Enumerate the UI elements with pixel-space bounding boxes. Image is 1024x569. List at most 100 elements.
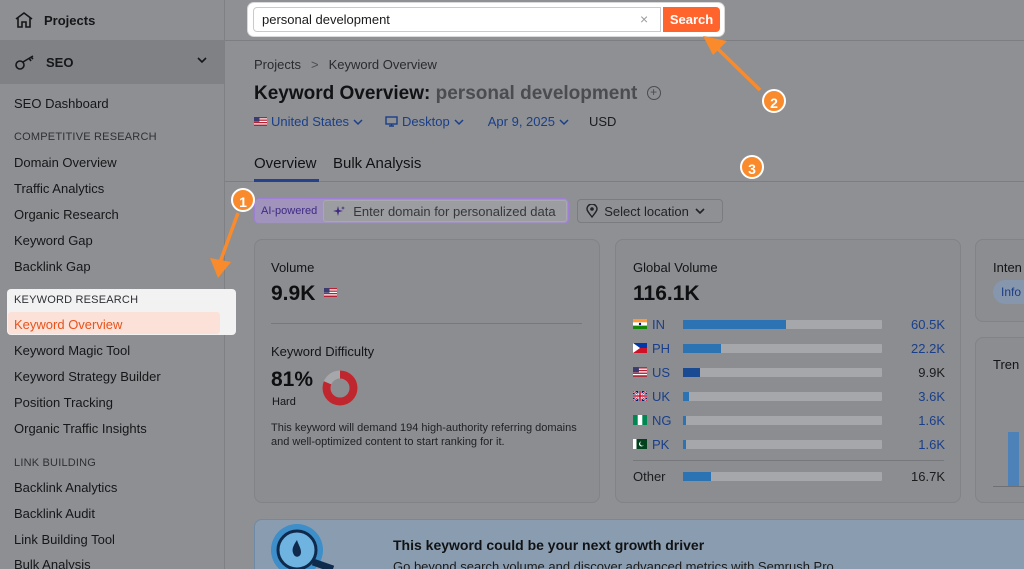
keyword-difficulty-value: 81% <box>271 368 314 391</box>
country-row[interactable]: PH 22.2K <box>633 341 945 357</box>
country-select[interactable]: United States <box>254 114 363 129</box>
volume-bar-track <box>683 440 882 449</box>
domain-input[interactable]: Enter domain for personalized data <box>323 200 568 222</box>
banner-title: This keyword could be your next growth d… <box>393 537 705 553</box>
country-code: PK <box>652 437 670 452</box>
date-label: Apr 9, 2025 <box>487 114 555 129</box>
country-label: United States <box>271 114 350 129</box>
ai-powered-label: AI-powered <box>261 205 318 217</box>
sidebar-item-bulk-analysis[interactable]: Bulk Analysis <box>14 557 91 569</box>
keyword-difficulty-label: Keyword Difficulty <box>271 344 375 359</box>
chevron-down-icon[interactable] <box>196 55 208 65</box>
sparkle-icon <box>333 205 346 216</box>
sidebar-item-organic-research[interactable]: Organic Research <box>14 207 119 222</box>
key-icon <box>15 55 34 70</box>
other-label: Other <box>633 469 666 484</box>
country-volume: 60.5K <box>911 317 945 332</box>
sidebar-item-traffic-analytics[interactable]: Traffic Analytics <box>14 181 105 196</box>
sidebar-item-keyword-overview[interactable]: Keyword Overview <box>14 317 123 332</box>
other-row: Other 16.7K <box>633 469 945 485</box>
location-select[interactable]: Select location <box>577 199 724 223</box>
page-title: Keyword Overview: personal development + <box>254 83 661 105</box>
annotation-arrow-2 <box>713 44 762 92</box>
sidebar-projects-label: Projects <box>44 12 96 28</box>
volume-bar <box>683 472 711 481</box>
sidebar-seo-section[interactable]: SEO <box>0 40 224 84</box>
intent-label: Inten <box>993 260 1022 275</box>
sidebar-item-domain-overview[interactable]: Domain Overview <box>14 155 117 170</box>
tab-overview[interactable]: Overview <box>254 155 317 172</box>
country-row[interactable]: PK 1.6K <box>633 437 945 453</box>
volume-bar <box>683 416 686 425</box>
volume-bar-track <box>683 344 882 353</box>
search-button[interactable]: Search <box>663 7 720 32</box>
sidebar-item-backlink-analytics[interactable]: Backlink Analytics <box>14 480 118 495</box>
difficulty-gauge <box>322 370 358 406</box>
country-row[interactable]: NG 1.6K <box>633 413 945 429</box>
country-volume: 1.6K <box>918 437 945 452</box>
tabs: Overview Bulk Analysis <box>225 150 1024 182</box>
sidebar-item-seo-dashboard[interactable]: SEO Dashboard <box>14 96 109 111</box>
breadcrumb-current: Keyword Overview <box>328 57 437 72</box>
clear-icon[interactable]: × <box>640 11 649 27</box>
volume-bar <box>683 344 721 353</box>
sidebar: Projects SEO SEO Dashboard COMPETITIVE R… <box>0 0 225 569</box>
date-select[interactable]: Apr 9, 2025 <box>488 114 569 129</box>
breadcrumb-projects[interactable]: Projects <box>254 57 301 72</box>
us-flag-icon <box>324 288 337 297</box>
sidebar-item-position-tracking[interactable]: Position Tracking <box>14 395 113 410</box>
country-code[interactable]: US <box>652 365 671 380</box>
page-title-text: Keyword Overview: <box>254 83 431 104</box>
country-code: PH <box>652 341 671 356</box>
sidebar-item-organic-traffic-insights[interactable]: Organic Traffic Insights <box>14 421 147 436</box>
ng-flag-icon <box>633 415 647 425</box>
ph-flag-icon <box>633 343 647 353</box>
country-row[interactable]: IN 60.5K <box>633 317 945 333</box>
country-code: UK <box>652 389 671 404</box>
volume-bar <box>683 368 700 377</box>
annotation-marker-3: 3 <box>740 155 764 179</box>
sidebar-item-keyword-magic-tool[interactable]: Keyword Magic Tool <box>14 343 131 358</box>
country-volume: 1.6K <box>918 413 945 428</box>
volume-bar-track <box>683 368 882 377</box>
volume-bar-track <box>683 472 882 481</box>
add-icon[interactable]: + <box>646 86 661 100</box>
country-row[interactable]: UK 3.6K <box>633 389 945 405</box>
search-input[interactable] <box>253 7 661 32</box>
trend-axis <box>993 486 1024 487</box>
page-title-keyword: personal development <box>435 83 638 104</box>
tab-bulk-analysis[interactable]: Bulk Analysis <box>333 155 422 172</box>
home-icon <box>15 12 33 28</box>
global-volume-label: Global Volume <box>633 260 718 275</box>
sidebar-heading-keyword-research: KEYWORD RESEARCH <box>14 294 139 306</box>
chevron-down-icon <box>353 118 363 125</box>
us-flag-icon <box>633 367 647 377</box>
global-volume-value: 116.1K <box>633 282 700 305</box>
breadcrumb-separator: > <box>310 57 319 72</box>
chevron-down-icon <box>559 118 569 125</box>
sidebar-item-link-building-tool[interactable]: Link Building Tool <box>14 532 115 547</box>
device-label: Desktop <box>402 114 450 129</box>
volume-bar <box>683 440 686 449</box>
sidebar-item-backlink-gap[interactable]: Backlink Gap <box>14 259 91 274</box>
chevron-down-icon <box>454 118 464 125</box>
sidebar-item-backlink-audit[interactable]: Backlink Audit <box>14 506 95 521</box>
country-code: NG <box>652 413 672 428</box>
magnifier-illustration-icon <box>271 524 335 569</box>
location-select-label: Select location <box>604 203 689 219</box>
sidebar-item-keyword-strategy-builder[interactable]: Keyword Strategy Builder <box>14 369 161 384</box>
device-select[interactable]: Desktop <box>385 114 464 129</box>
sidebar-heading-link-building: LINK BUILDING <box>14 457 97 469</box>
sidebar-item-keyword-gap[interactable]: Keyword Gap <box>14 233 93 248</box>
sidebar-active-indicator <box>8 312 220 334</box>
volume-bar-track <box>683 392 882 401</box>
currency-label: USD <box>588 114 617 129</box>
sidebar-projects[interactable]: Projects <box>0 0 224 40</box>
volume-bar <box>683 320 787 329</box>
country-volume: 3.6K <box>918 389 945 404</box>
volume-label: Volume <box>271 260 315 275</box>
volume-card <box>254 239 600 503</box>
keyword-difficulty-description: This keyword will demand 194 high-author… <box>271 422 577 448</box>
desktop-icon <box>385 116 398 127</box>
volume-bar-track <box>683 416 882 425</box>
